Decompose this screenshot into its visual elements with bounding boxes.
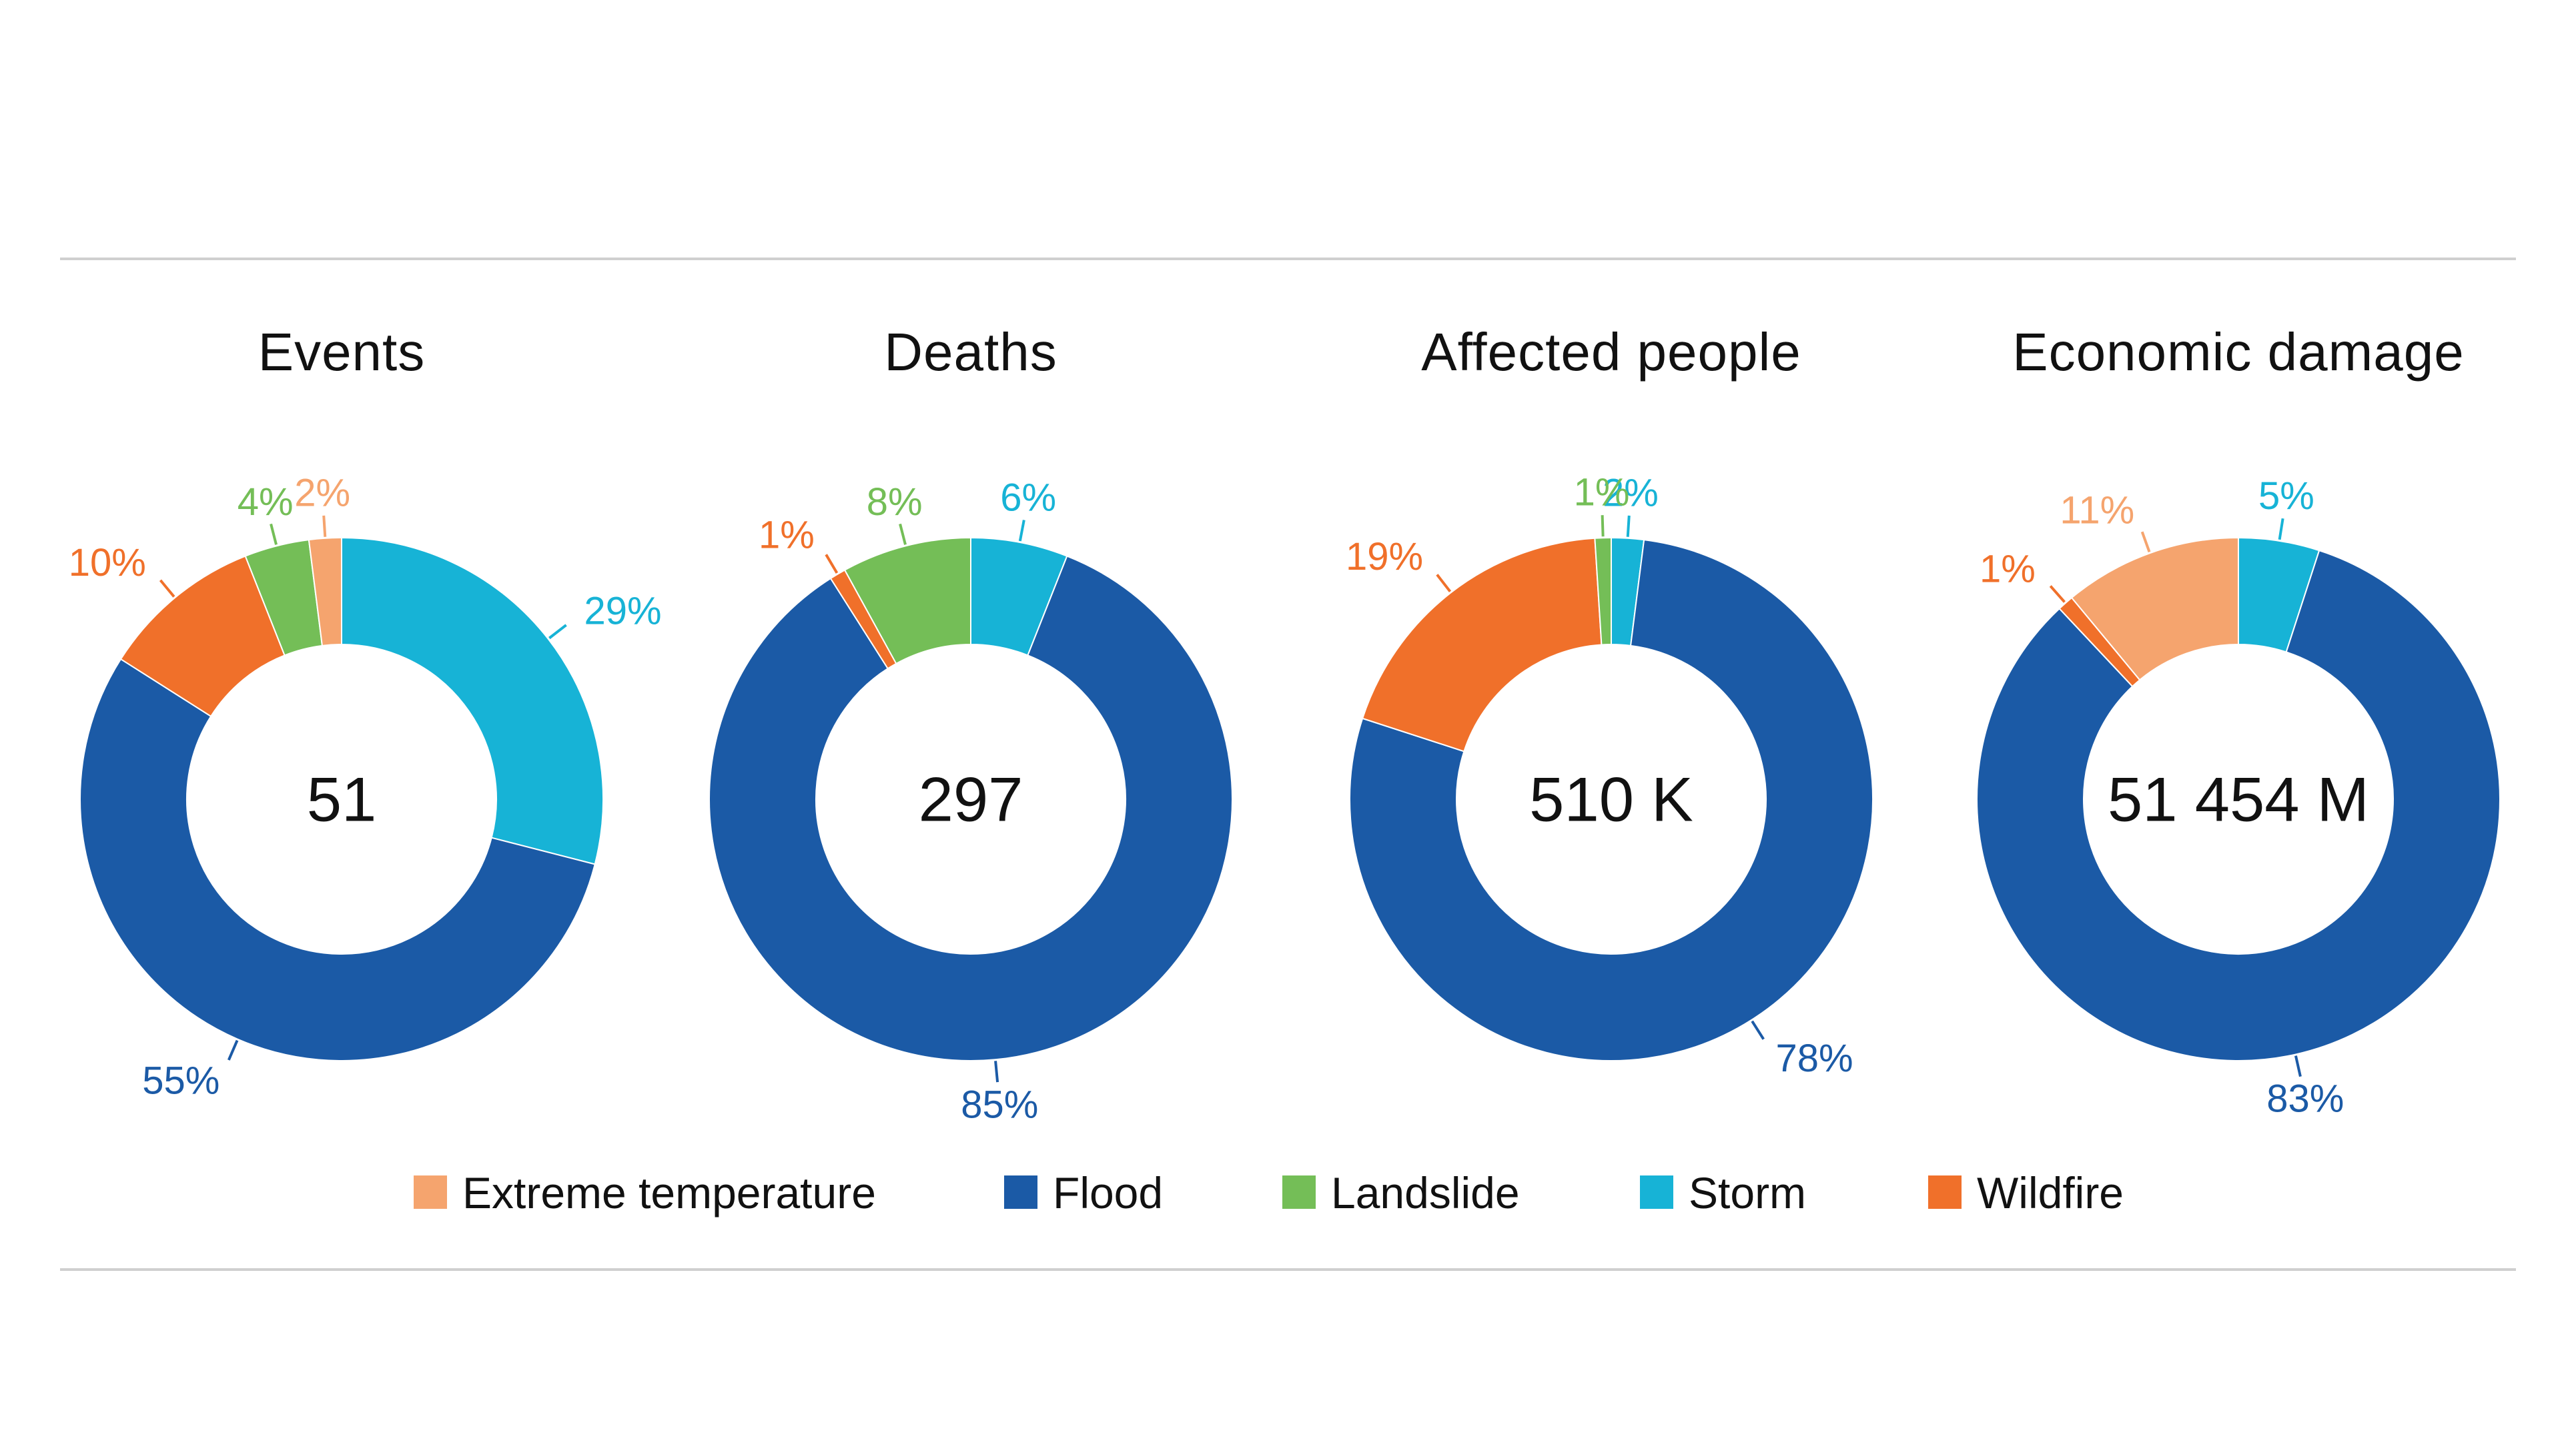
donut-chart-affected-people: Affected people 2% 78% 19% 1% 510 K [1346,322,1873,1080]
slice-label: 85% [961,1083,1038,1126]
center-total: 297 [919,765,1023,835]
slice-label: 1% [1980,547,2036,590]
leader-line [2049,585,2066,603]
leader-line [2278,518,2284,540]
slice-label: 11% [2060,489,2134,532]
slice-storm [341,536,604,865]
slice-landslide [1594,536,1612,646]
slice-label: 1% [759,514,815,557]
legend-swatch [1282,1175,1316,1209]
leader-line [270,523,278,545]
center-total: 51 454 M [2108,765,2369,835]
leader-line [322,515,327,537]
legend-label: Extreme temperature [462,1168,876,1218]
slice-label: 1% [1574,471,1630,514]
leader-line [1626,515,1631,537]
slice-label: 83% [2266,1077,2344,1120]
donut-chart-deaths: Deaths 6% 85% 1% 8% 297 [709,322,1233,1126]
slice-label: 78% [1775,1037,1853,1080]
slice-label: 4% [238,480,294,524]
slice-label: 5% [2258,474,2314,518]
donut-chart-economic-damage: Economic damage 5% 83% 1% 11% 51 454 M [1976,322,2501,1120]
leader-line [1018,520,1025,542]
legend-label: Wildfire [1977,1168,2124,1218]
center-total: 51 [307,765,377,835]
leader-line [2140,531,2151,552]
legend-swatch [1004,1175,1037,1209]
leader-line [227,1039,239,1061]
legend-item-extreme-temperature: Extreme temperature [414,1168,876,1218]
slice-label: 8% [867,480,923,524]
leader-line [1751,1020,1765,1040]
chart-title: Deaths [884,322,1057,382]
slice-label: 2% [294,471,350,514]
legend-label: Flood [1053,1168,1163,1218]
legend-swatch [1928,1175,1962,1209]
leader-line [994,1061,999,1083]
center-total: 510 K [1529,765,1693,835]
slice-extreme-temperature [308,536,342,646]
slice-label: 19% [1346,535,1423,578]
leader-line [548,624,567,640]
leader-line [159,579,175,598]
slice-label: 2% [1603,471,1659,514]
legend-item-flood: Flood [1004,1168,1163,1218]
legend-label: Landslide [1331,1168,1520,1218]
donut-chart-events: Events 29% 55% 10% 4% 2% 51 [69,322,662,1103]
chart-title: Economic damage [2012,322,2465,382]
slice-label: 10% [69,541,146,584]
slice-extreme-temperature [2070,536,2239,681]
leader-line [2294,1055,2302,1077]
legend-swatch [414,1175,447,1209]
legend-item-wildfire: Wildfire [1928,1168,2124,1218]
legend-item-landslide: Landslide [1282,1168,1520,1218]
slice-flood [1976,549,2501,1061]
slice-flood [79,658,596,1061]
slice-flood [709,555,1233,1061]
slice-wildfire [1361,537,1603,753]
slice-flood [1349,538,1873,1062]
slice-label: 55% [142,1059,220,1103]
leader-line [1436,574,1452,592]
chart-title: Events [258,322,426,382]
leader-line [825,554,839,574]
slice-label: 6% [1000,476,1056,520]
legend-label: Storm [1689,1168,1806,1218]
chart-title: Affected people [1421,322,1801,382]
leader-line [899,523,907,545]
slice-landslide [843,536,971,665]
slice-label: 29% [584,590,661,633]
legend: Extreme temperature Flood Landslide Storm Wi… [414,1168,2124,1218]
legend-swatch [1640,1175,1673,1209]
legend-item-storm: Storm [1640,1168,1806,1218]
